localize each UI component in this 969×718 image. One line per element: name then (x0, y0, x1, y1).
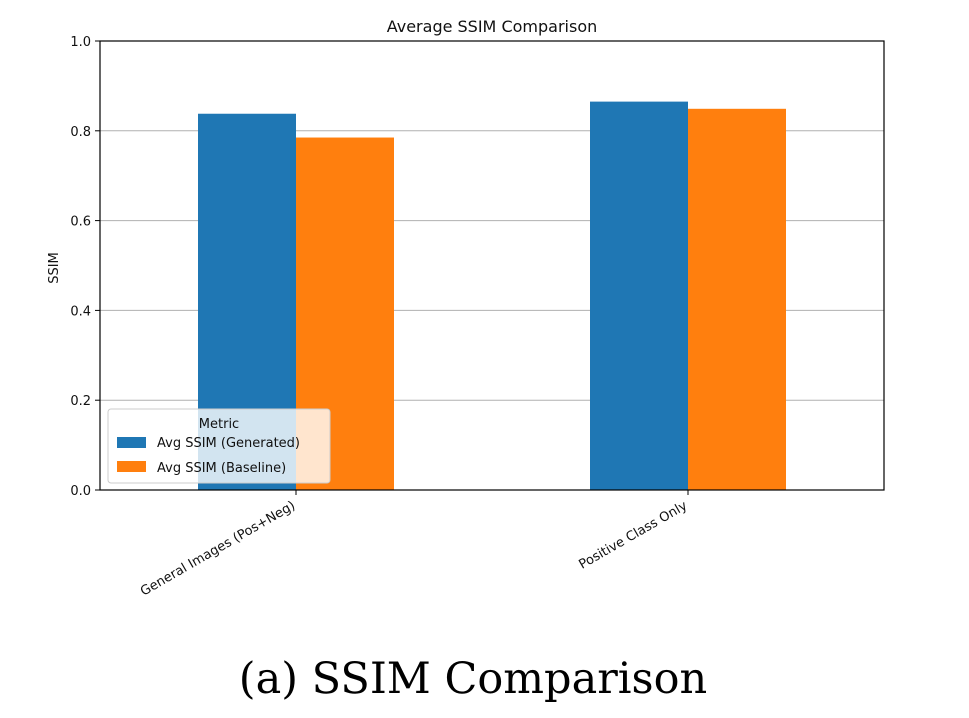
y-tick-label: 0.8 (70, 125, 91, 140)
legend-swatch-baseline (117, 461, 146, 472)
plot-frame (99, 40, 885, 491)
y-tick-label: 0.0 (70, 484, 91, 499)
legend-title: Metric (199, 417, 239, 432)
x-axis-ticks: General Images (Pos+Neg) Positive Class O… (138, 490, 690, 600)
y-tick-label: 0.2 (70, 394, 91, 409)
y-axis-ticks: 0.0 0.2 0.4 0.6 0.8 1.0 (70, 35, 100, 499)
y-tick-label: 0.4 (70, 304, 91, 319)
legend: Metric Avg SSIM (Generated) Avg SSIM (Ba… (107, 408, 331, 484)
x-tick-label: Positive Class Only (577, 498, 691, 572)
legend-swatch-generated (117, 437, 146, 448)
figure-caption: (a) SSIM Comparison (239, 654, 707, 704)
chart-title: Average SSIM Comparison (387, 17, 598, 36)
y-axis-label: SSIM (47, 252, 62, 284)
bar-series0-cat1 (590, 101, 688, 491)
legend-label-baseline: Avg SSIM (Baseline) (157, 461, 286, 476)
y-tick-label: 1.0 (70, 35, 91, 50)
legend-label-generated: Avg SSIM (Generated) (157, 436, 300, 451)
x-tick-label: General Images (Pos+Neg) (138, 498, 298, 599)
bar-series1-cat1 (688, 108, 786, 490)
legend-box (107, 408, 331, 484)
bars (198, 101, 786, 491)
y-tick-label: 0.6 (70, 215, 91, 230)
